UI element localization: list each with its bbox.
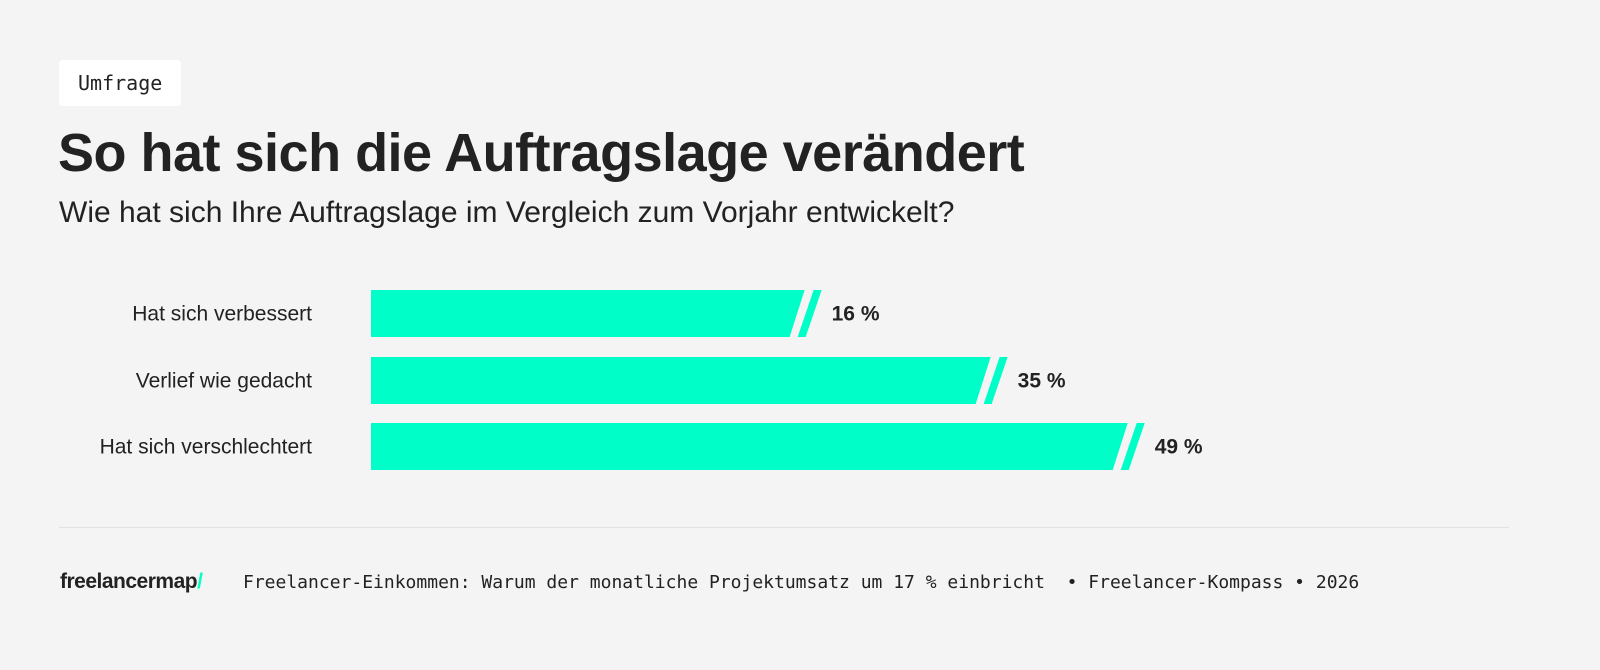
bar bbox=[371, 290, 805, 337]
category-label: Hat sich verbessert bbox=[132, 303, 312, 326]
bar-break-mark bbox=[797, 290, 822, 337]
freelancermap-logo: freelancermap/ bbox=[60, 570, 203, 593]
value-label: 16 % bbox=[832, 303, 880, 326]
category-tag: Umfrage bbox=[59, 60, 182, 106]
value-label: 49 % bbox=[1155, 436, 1203, 459]
bar-break-mark bbox=[1120, 423, 1145, 470]
source-note: Freelancer-Einkommen: Warum der monatlic… bbox=[243, 572, 1360, 593]
chart-subtitle: Wie hat sich Ihre Auftragslage im Vergle… bbox=[59, 196, 955, 229]
category-label: Verlief wie gedacht bbox=[136, 370, 312, 393]
divider bbox=[59, 527, 1509, 528]
bar bbox=[371, 423, 1128, 470]
bar-break-mark bbox=[983, 357, 1008, 404]
category-label: Hat sich verschlechtert bbox=[100, 436, 313, 459]
bar bbox=[371, 357, 991, 404]
chart-title: So hat sich die Auftragslage verändert bbox=[58, 123, 1025, 183]
value-label: 35 % bbox=[1018, 370, 1066, 393]
